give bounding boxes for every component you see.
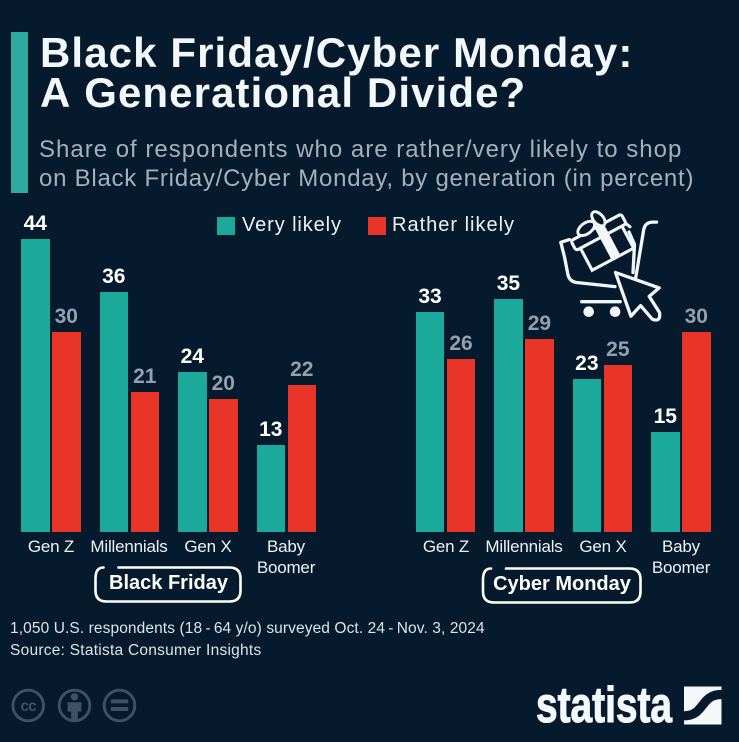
svg-text:cc: cc (20, 698, 37, 715)
svg-text:statista: statista (536, 680, 673, 730)
